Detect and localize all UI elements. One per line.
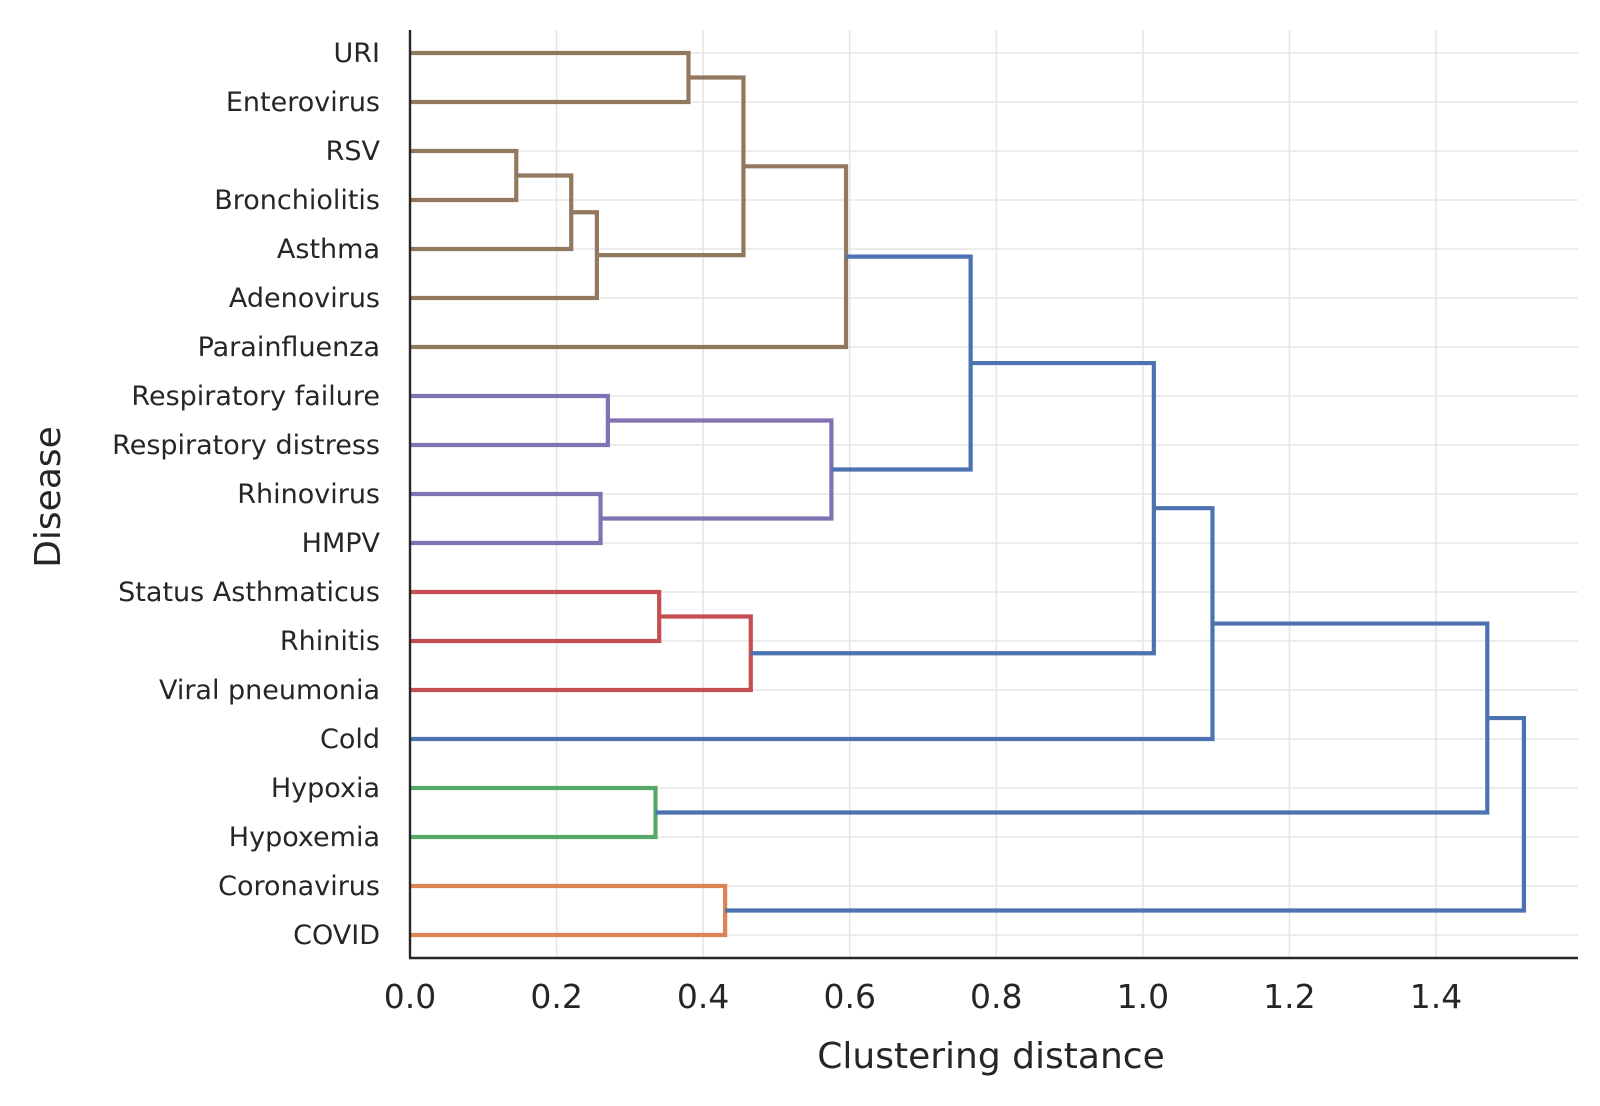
dendrogram-link: [410, 491, 603, 546]
leaf-labels: URI Enterovirus RSV Bronchiolitis Asthma Aden…: [112, 38, 380, 951]
y-axis-title: Disease: [28, 426, 69, 568]
leaf-label: Asthma: [277, 234, 380, 265]
leaf-label: Cold: [320, 724, 380, 755]
leaf-label: Rhinovirus: [237, 479, 380, 510]
axes: [408, 30, 1578, 960]
leaf-label: Bronchiolitis: [214, 185, 380, 216]
x-tick-label: 0.6: [823, 977, 875, 1016]
x-tick-labels: 0.0 0.2 0.4 0.6 0.8 1.0 1.2 1.4: [384, 977, 1462, 1016]
x-tick-label: 0.0: [384, 977, 436, 1016]
leaf-label: Respiratory distress: [112, 430, 380, 461]
dendrogram-link: [831, 254, 973, 472]
x-tick-label: 1.0: [1117, 977, 1169, 1016]
x-tick-label: 1.4: [1410, 977, 1462, 1016]
leaf-label: Enterovirus: [226, 87, 380, 118]
dendrogram-link: [600, 418, 834, 521]
leaf-label: Viral pneumonia: [159, 675, 380, 706]
dendrogram-link: [410, 393, 610, 448]
dendrogram-link: [410, 210, 599, 301]
leaf-label: HMPV: [302, 528, 381, 559]
dendrogram-link: [410, 50, 691, 105]
dendrogram-link: [750, 360, 1156, 656]
x-axis-title: Clustering distance: [817, 1036, 1164, 1077]
x-tick-label: 0.8: [970, 977, 1022, 1016]
dendrogram-link: [410, 883, 728, 938]
leaf-label: Respiratory failure: [131, 381, 380, 412]
leaf-label: Rhinitis: [280, 626, 380, 657]
leaf-label: Status Asthmaticus: [118, 577, 380, 608]
leaf-label: RSV: [326, 136, 381, 167]
leaf-label: Hypoxia: [271, 773, 380, 804]
leaf-label: COVID: [293, 920, 380, 951]
dendrogram-link: [410, 148, 519, 203]
dendrogram-link: [596, 75, 746, 258]
dendrogram-link: [410, 785, 658, 840]
leaf-label: Coronavirus: [218, 871, 380, 902]
leaf-label: Hypoxemia: [229, 822, 380, 853]
dendrogram-link: [725, 715, 1527, 913]
grid: [410, 30, 1578, 958]
x-tick-label: 0.2: [530, 977, 582, 1016]
leaf-label: URI: [334, 38, 381, 69]
x-tick-label: 0.4: [677, 977, 729, 1016]
dendrogram-links: [410, 50, 1527, 938]
dendrogram-link: [410, 589, 662, 644]
x-tick-label: 1.2: [1263, 977, 1315, 1016]
dendrogram-link: [410, 173, 574, 252]
dendrogram-link: [410, 614, 753, 693]
leaf-label: Parainfluenza: [198, 332, 380, 363]
leaf-label: Adenovirus: [229, 283, 380, 314]
